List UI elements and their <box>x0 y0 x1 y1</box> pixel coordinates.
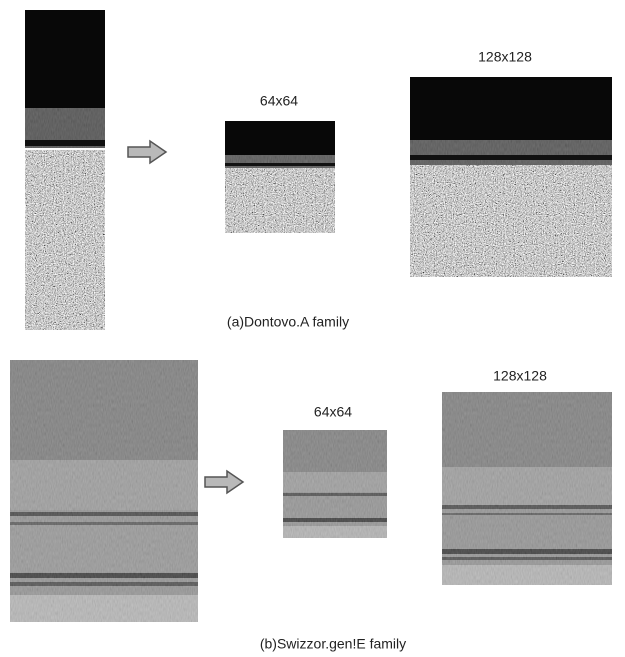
caption: (a)Dontovo.A family <box>227 314 349 330</box>
figure: 64x64 128x128 (a)Dontovo.A family 64x64 <box>0 0 625 657</box>
dontovo-64 <box>225 121 335 233</box>
arrow <box>205 471 243 493</box>
size-label: 64x64 <box>314 404 352 420</box>
dontovo-original <box>25 10 105 330</box>
size-label: 128x128 <box>493 368 547 384</box>
arrow <box>128 141 166 163</box>
caption: (b)Swizzor.gen!E family <box>260 636 406 652</box>
swizzor-64 <box>283 430 387 538</box>
size-label: 64x64 <box>260 93 298 109</box>
swizzor-128 <box>442 392 612 585</box>
size-label: 128x128 <box>478 49 532 65</box>
dontovo-128 <box>410 77 612 277</box>
page: {"panel_a": {"small_label": "64x64", "la… <box>0 0 625 657</box>
swizzor-original <box>10 360 198 622</box>
